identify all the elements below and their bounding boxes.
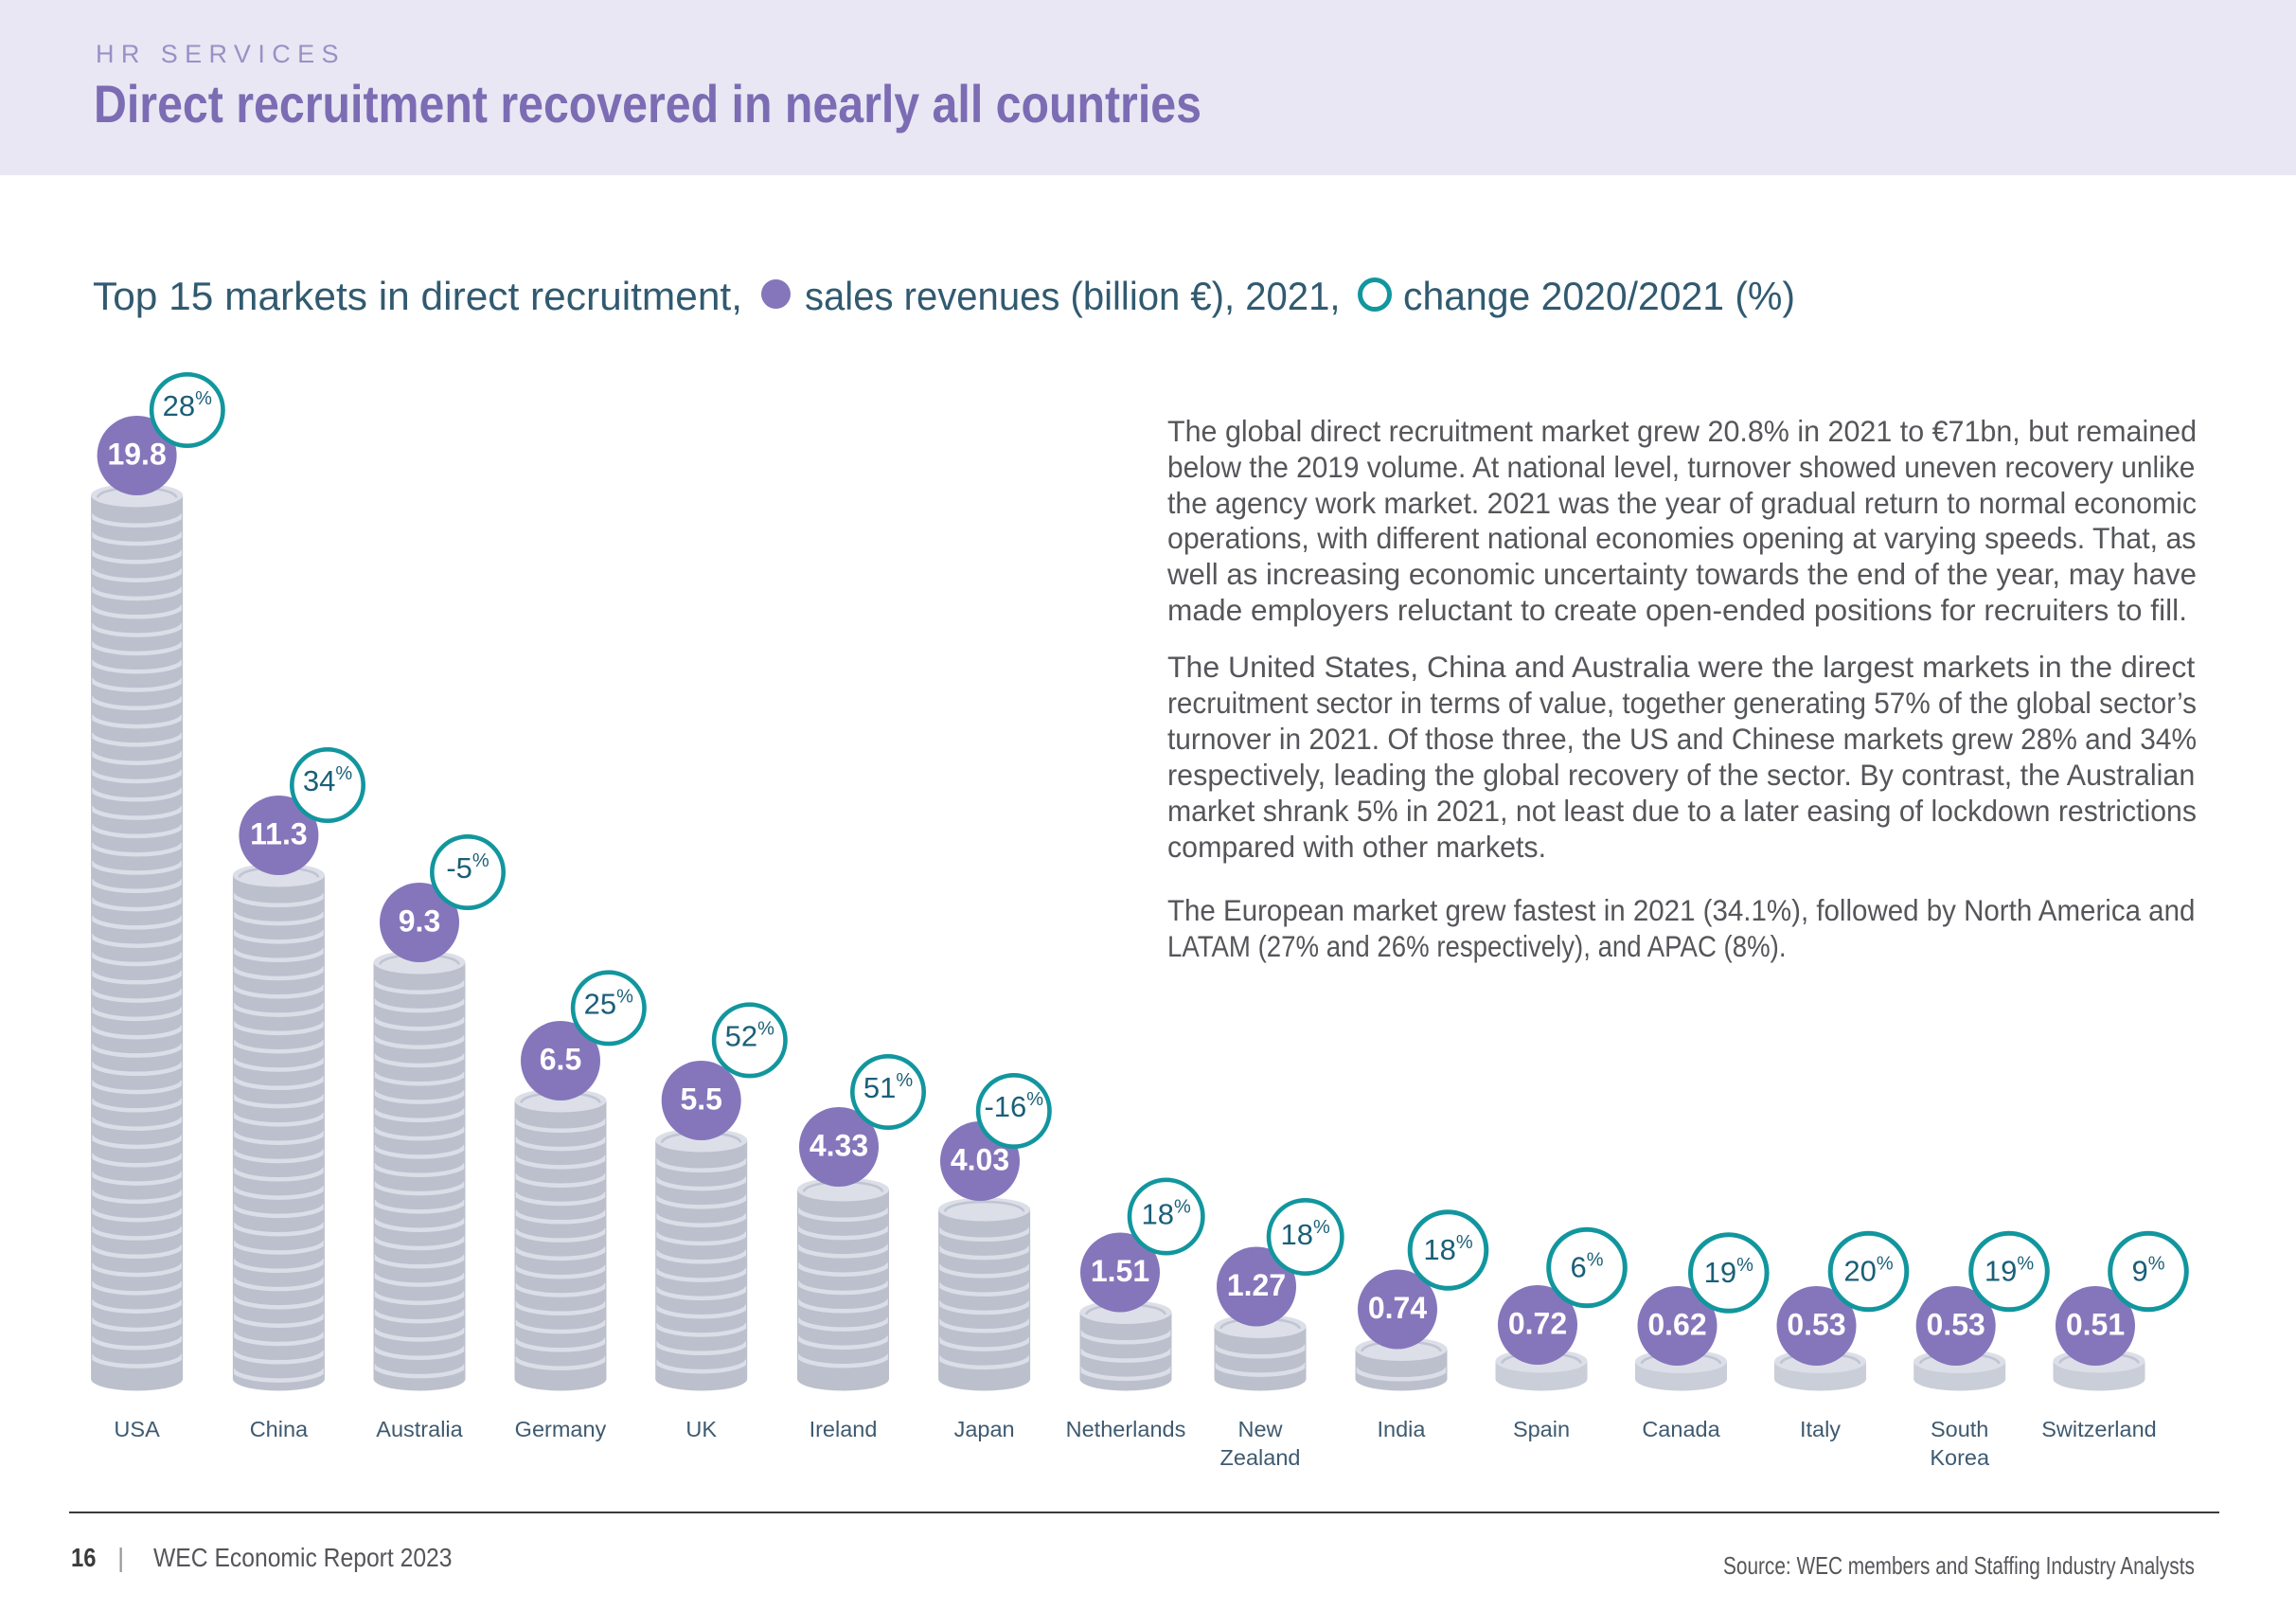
svg-text:4.33: 4.33: [810, 1129, 868, 1163]
svg-text:18%: 18%: [1423, 1232, 1472, 1266]
svg-text:9.3: 9.3: [399, 904, 440, 939]
svg-text:1.27: 1.27: [1227, 1268, 1286, 1302]
svg-text:1.51: 1.51: [1091, 1254, 1149, 1288]
svg-text:0.53: 0.53: [1787, 1308, 1845, 1342]
svg-text:19%: 19%: [1704, 1255, 1753, 1289]
svg-text:0.53: 0.53: [1927, 1308, 1985, 1342]
svg-text:19.8: 19.8: [107, 438, 166, 472]
svg-text:0.62: 0.62: [1647, 1308, 1706, 1342]
svg-text:0.72: 0.72: [1508, 1307, 1567, 1341]
svg-text:20%: 20%: [1843, 1254, 1893, 1288]
svg-text:5.5: 5.5: [680, 1082, 721, 1117]
svg-text:0.74: 0.74: [1368, 1291, 1427, 1325]
svg-text:11.3: 11.3: [250, 817, 308, 851]
svg-text:-16%: -16%: [984, 1089, 1043, 1123]
svg-text:0.51: 0.51: [2066, 1308, 2125, 1342]
svg-text:6.5: 6.5: [540, 1043, 581, 1077]
svg-text:4.03: 4.03: [951, 1143, 1009, 1177]
